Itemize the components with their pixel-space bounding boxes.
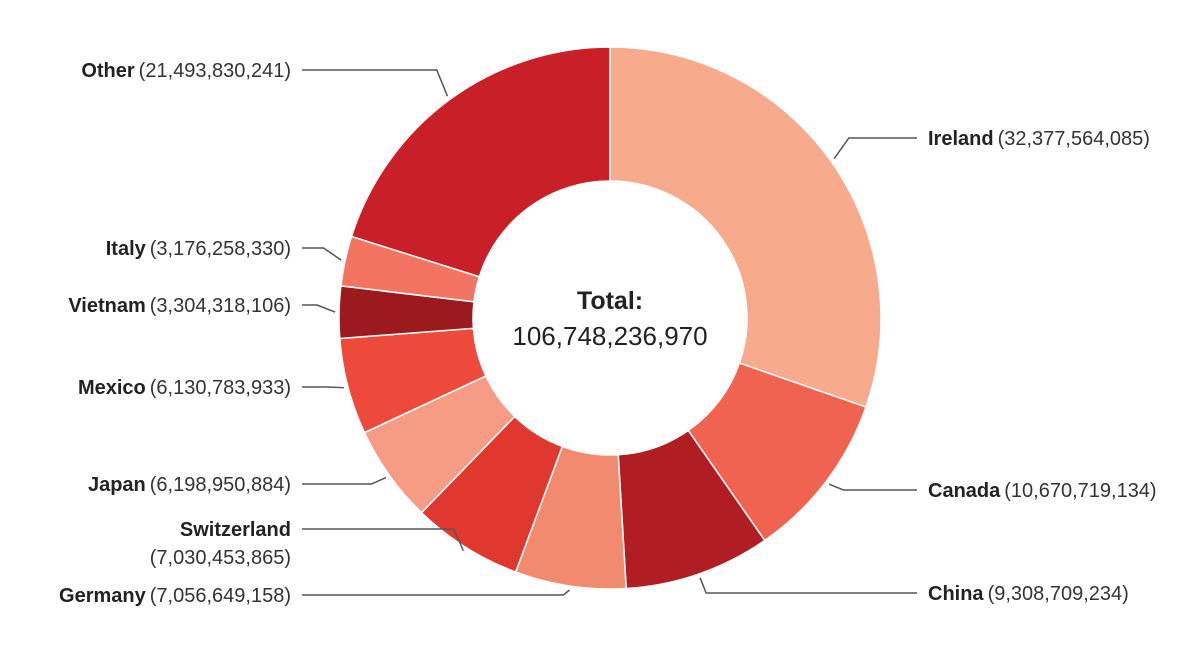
center-total-value: 106,748,236,970 [512,321,707,351]
label-italy: Italy (3,176,258,330) [106,238,291,260]
labels-group: Ireland (32,377,564,085) Canada (10,670,7… [59,60,1157,607]
label-japan: Japan (6,198,950,884) [88,474,291,496]
label-switzerland: Switzerland (7,030,453,865) [150,519,291,569]
label-vietnam: Vietnam (3,304,318,106) [68,295,291,317]
label-name-other: Other [81,60,135,82]
label-china: China (9,308,709,234) [928,583,1129,605]
label-name-switzerland: Switzerland [180,519,291,541]
label-name-italy: Italy [106,238,147,260]
label-name-mexico: Mexico [78,377,146,399]
leader-line-ireland [833,137,917,160]
label-canada: Canada (10,670,719,134) [928,480,1157,502]
label-value-japan: (6,198,950,884) [150,474,291,496]
leader-lines-group [302,69,917,596]
label-name-japan: Japan [88,474,146,496]
label-name-china: China [928,583,984,605]
leader-line-italy [302,247,342,261]
label-germany: Germany (7,056,649,158) [59,585,291,607]
slices-group [338,46,882,590]
label-mexico: Mexico (6,130,783,933) [78,377,291,399]
label-value-germany: (7,056,649,158) [150,585,291,607]
label-value-mexico: (6,130,783,933) [150,377,291,399]
label-value-canada: (10,670,719,134) [1004,480,1156,502]
slice-ireland [609,46,882,409]
label-other: Other (21,493,830,241) [81,60,291,82]
leader-line-canada [828,483,917,491]
label-name-germany: Germany [59,585,147,607]
leader-line-mexico [302,386,345,389]
label-name-canada: Canada [928,480,1001,502]
center-total-title: Total: [577,287,643,315]
label-value-other: (21,493,830,241) [139,60,291,82]
label-name-vietnam: Vietnam [68,295,145,317]
leader-line-switzerland [302,528,465,551]
slice-other [350,46,611,278]
label-value-vietnam: (3,304,318,106) [150,295,291,317]
label-ireland: Ireland (32,377,564,085) [928,128,1150,150]
leader-line-china [699,577,917,594]
leader-line-vietnam [302,304,336,313]
label-value-italy: (3,176,258,330) [150,238,291,260]
leader-line-germany [302,589,570,596]
label-value-switzerland: (7,030,453,865) [150,547,291,569]
label-name-ireland: Ireland [928,128,994,150]
leader-line-japan [302,476,387,485]
leader-line-other [302,69,449,97]
label-value-china: (9,308,709,234) [988,583,1129,605]
label-value-ireland: (32,377,564,085) [998,128,1150,150]
